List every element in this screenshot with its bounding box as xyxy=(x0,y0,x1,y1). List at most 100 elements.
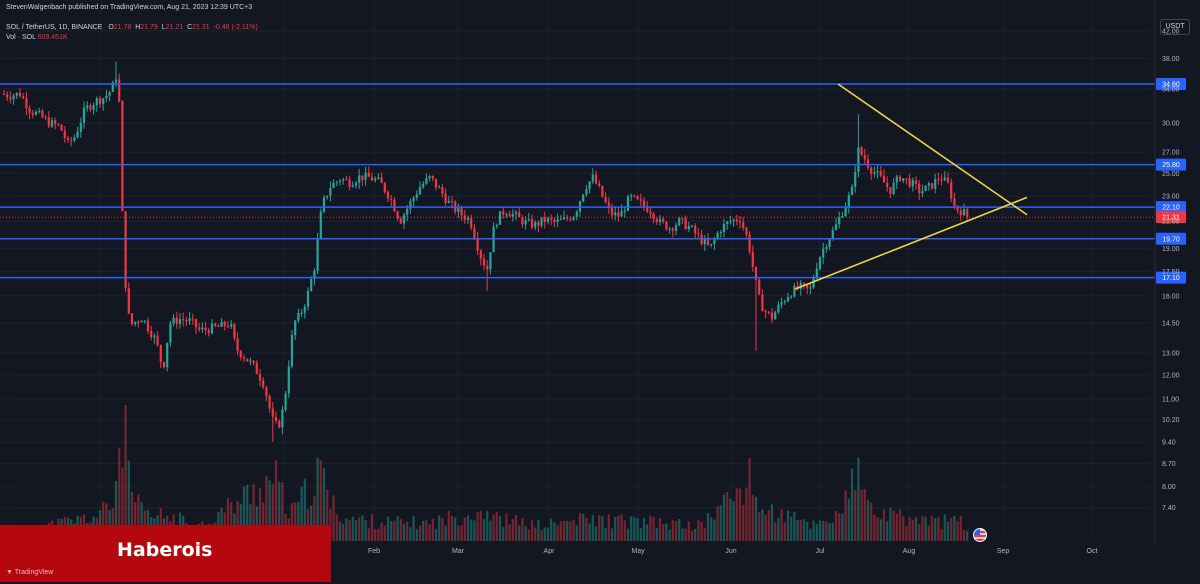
brand-name: Haberois xyxy=(117,539,213,561)
candle-body xyxy=(70,139,73,141)
volume-bar xyxy=(498,516,502,541)
candle-body xyxy=(738,221,742,223)
volume-bar xyxy=(812,520,815,541)
symbol-legend: SOL / TetherUS, 1D, BINANCE O21.78 H21.7… xyxy=(6,24,258,31)
candle-body xyxy=(95,98,98,106)
candle-body xyxy=(562,217,566,220)
candle-body xyxy=(735,219,738,222)
candle-body xyxy=(34,111,38,115)
y-tick-label: 23.00 xyxy=(1162,194,1180,201)
candle-body xyxy=(348,179,351,187)
candle-body xyxy=(940,179,943,181)
volume-bar xyxy=(383,525,386,541)
candle-body xyxy=(703,239,706,245)
candle-body xyxy=(178,319,182,325)
volume-bar xyxy=(617,515,620,541)
candle-body xyxy=(265,387,268,396)
volume-bar xyxy=(777,517,780,541)
candle-body xyxy=(399,218,402,224)
volume-bar xyxy=(358,517,361,541)
candle-body xyxy=(6,94,9,98)
candle-body xyxy=(444,193,447,203)
volume-bar xyxy=(927,525,930,541)
us-flag-icon[interactable] xyxy=(973,528,987,542)
volume-bar xyxy=(735,488,738,541)
volume-bar xyxy=(796,519,799,541)
level-price-label: 22.10 xyxy=(1162,205,1180,212)
candle-body xyxy=(847,195,850,207)
candle-body xyxy=(2,93,6,95)
candle-body xyxy=(22,96,25,99)
candle-body xyxy=(742,222,745,228)
volume-bar xyxy=(847,498,850,541)
volume-bar xyxy=(364,520,367,541)
volume-bar xyxy=(274,460,278,541)
level-price-tag xyxy=(1156,78,1186,91)
candle-body xyxy=(300,312,303,314)
candle-body xyxy=(473,227,476,239)
currency-unit-button[interactable]: USDT xyxy=(1160,19,1190,35)
candle-body xyxy=(774,312,777,320)
volume-bar xyxy=(530,519,534,541)
level-price-tag xyxy=(1156,232,1186,245)
volume-bar xyxy=(508,524,511,541)
volume-bar xyxy=(911,519,914,541)
candle-body xyxy=(41,110,44,118)
candle-body xyxy=(946,177,950,183)
volume-label[interactable]: Vol · SOL xyxy=(6,34,36,41)
candle-body xyxy=(114,79,118,83)
candle-body xyxy=(226,325,230,327)
y-tick-label: 16.00 xyxy=(1162,293,1180,300)
volume-bar xyxy=(652,516,655,541)
candle-body xyxy=(614,212,617,216)
volume-bar xyxy=(962,530,966,541)
candle-body xyxy=(540,217,543,226)
volume-bar xyxy=(313,496,316,541)
volume-bar xyxy=(249,504,252,541)
trendline xyxy=(794,196,1028,290)
tv-logo-icon: ▼ xyxy=(6,569,13,576)
candle-body xyxy=(620,210,623,217)
volume-bar xyxy=(806,521,809,541)
candle-body xyxy=(476,238,479,251)
volume-bar xyxy=(809,528,812,541)
volume-bar xyxy=(454,517,457,541)
candle-body xyxy=(649,211,652,214)
candle-body xyxy=(537,222,540,226)
candle-body xyxy=(546,218,550,222)
candle-body xyxy=(18,92,22,97)
volume-bar xyxy=(457,525,460,541)
volume-bar xyxy=(252,484,255,541)
candle-body xyxy=(118,79,121,102)
volume-bar xyxy=(409,527,412,541)
y-tick-label: 9.40 xyxy=(1162,440,1176,447)
price-axis[interactable]: 42.00 38.00 34.00 30.00 27.00 25.00 23.00 21.00… xyxy=(1154,0,1180,544)
volume-bar xyxy=(678,518,681,541)
volume-bar xyxy=(226,497,230,541)
candle-body xyxy=(89,105,92,110)
volume-bar xyxy=(578,512,582,541)
candle-body xyxy=(687,226,690,230)
volume-bar xyxy=(646,524,649,541)
volume-bar xyxy=(540,530,543,541)
candle-body xyxy=(335,181,338,183)
x-tick-label: Aug xyxy=(903,548,916,555)
candle-body xyxy=(210,323,214,334)
candle-body xyxy=(207,330,210,334)
volume-bar xyxy=(783,522,786,541)
candle-body xyxy=(342,179,345,181)
candle-body xyxy=(646,206,649,212)
volume-bar xyxy=(425,519,428,541)
volume-bar xyxy=(556,525,559,541)
trendlines[interactable] xyxy=(794,83,1028,290)
y-tick-label: 11.00 xyxy=(1162,396,1179,403)
horizontal-levels[interactable]: 34.60 25.80 22.10 19.70 17.10 21.31 xyxy=(0,78,1186,284)
candle-body xyxy=(242,357,246,359)
symbol-name[interactable]: SOL / TetherUS, 1D, BINANCE xyxy=(6,24,103,31)
candle-body xyxy=(73,137,76,141)
candle-body xyxy=(108,91,111,96)
candle-body xyxy=(322,197,326,212)
candle-body xyxy=(460,208,463,216)
volume-bar xyxy=(591,514,594,541)
